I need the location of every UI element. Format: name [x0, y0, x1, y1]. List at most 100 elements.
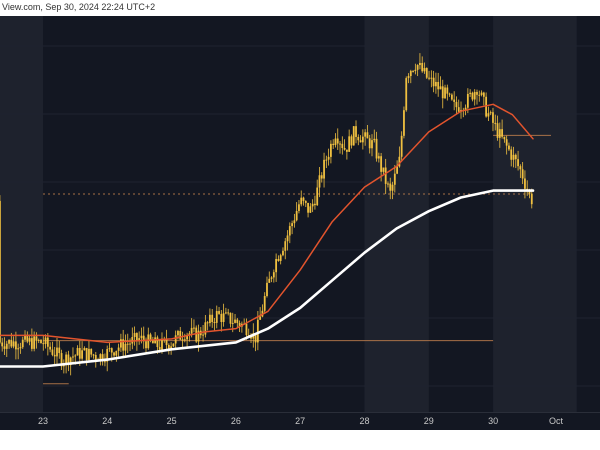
candle-body-170: [387, 183, 389, 185]
candle-body-123: [279, 255, 282, 261]
candle-body-127: [288, 226, 291, 236]
candle-body-45: [101, 354, 104, 362]
candle-body-148: [336, 138, 339, 144]
candle-body-120: [272, 272, 275, 278]
x-tick-label-29: 29: [423, 416, 434, 426]
candle-body-21: [46, 337, 49, 347]
candle-body-196: [446, 87, 449, 94]
candle-body-38: [85, 348, 88, 361]
candle-body-173: [393, 173, 396, 185]
candle-body-219: [498, 129, 501, 138]
candle-body-176: [400, 135, 403, 157]
x-tick-label-28: 28: [359, 416, 370, 426]
candle-body-157: [357, 136, 360, 141]
candle-body-137: [311, 203, 314, 207]
candle-body-163: [371, 140, 373, 149]
candle-body-20: [44, 337, 47, 344]
candle-body-230: [524, 178, 526, 189]
candle-body-139: [316, 187, 319, 206]
candle-body-1: [1, 342, 4, 347]
candle-body-31: [69, 357, 72, 366]
candle-body-193: [439, 86, 442, 90]
candle-body-223: [508, 145, 510, 150]
candle-body-224: [510, 149, 513, 160]
candle-body-26: [58, 347, 61, 354]
candle-body-152: [345, 149, 348, 152]
candle-body-51: [115, 350, 118, 356]
candle-body-151: [343, 148, 346, 150]
candle-body-100: [227, 312, 230, 314]
candle-body-71: [161, 338, 163, 350]
candle-body-195: [444, 87, 446, 99]
candle-body-187: [425, 68, 428, 78]
candle-body-116: [263, 296, 266, 311]
candle-body-215: [489, 112, 492, 114]
chart-canvas[interactable]: [0, 16, 600, 412]
candle-body-25: [56, 347, 58, 357]
candle-body-48: [108, 348, 111, 350]
candle-body-2: [3, 346, 6, 349]
candle-body-36: [81, 350, 83, 359]
candle-body-78: [177, 331, 179, 336]
candle-body-22: [49, 346, 52, 350]
candle-body-35: [78, 347, 81, 359]
candle-body-138: [314, 203, 316, 206]
candle-body-153: [348, 136, 351, 152]
candle-body-101: [229, 312, 232, 324]
candle-body-41: [92, 354, 95, 356]
candle-body-91: [206, 322, 209, 324]
candle-body-191: [435, 81, 437, 87]
candle-body-104: [236, 319, 239, 323]
candle-body-208: [473, 91, 476, 100]
candle-body-129: [293, 220, 296, 224]
candle-body-42: [94, 355, 97, 360]
candle-body-184: [419, 62, 421, 66]
candle-body-207: [471, 92, 474, 100]
candle-body-10: [21, 339, 24, 348]
candle-body-136: [309, 206, 312, 213]
candle-body-53: [119, 339, 122, 348]
candle-body-177: [403, 110, 405, 136]
candle-body-178: [405, 78, 408, 111]
candle-body-33: [74, 355, 77, 357]
candle-body-63: [142, 335, 145, 342]
time-axis[interactable]: 23 24 25 26 27 28 29 30 Oct: [0, 412, 600, 431]
candle-body-201: [457, 107, 460, 112]
candle-body-39: [88, 348, 90, 361]
candle-body-103: [234, 319, 236, 323]
candle-body-166: [377, 156, 380, 159]
x-tick-label-23: 23: [37, 416, 49, 426]
candle-body-32: [72, 356, 74, 358]
candle-body-27: [60, 353, 63, 367]
candle-body-135: [307, 202, 309, 213]
candle-body-82: [186, 335, 188, 340]
candle-body-220: [501, 129, 504, 137]
candle-body-210: [478, 94, 481, 96]
candle-body-55: [124, 343, 127, 351]
candle-body-145: [330, 143, 332, 157]
candle-body-198: [450, 94, 453, 100]
candle-body-188: [428, 77, 430, 79]
candle-body-99: [225, 312, 227, 314]
candle-body-108: [245, 323, 248, 336]
candle-body-119: [270, 277, 273, 279]
candle-body-199: [453, 99, 456, 102]
x-tick-label-27: 27: [295, 416, 306, 426]
candle-body-7: [14, 341, 17, 350]
candle-body-159: [361, 136, 364, 143]
candle-body-200: [455, 101, 458, 108]
price-chart[interactable]: [0, 16, 600, 412]
candle-body-227: [517, 159, 519, 167]
candle-body-186: [423, 68, 426, 72]
candle-body-24: [53, 354, 56, 357]
candle-body-125: [284, 241, 287, 251]
candle-body-105: [238, 322, 241, 327]
bottom-strip: [0, 430, 600, 450]
candle-body-212: [482, 92, 485, 97]
candle-body-37: [83, 348, 86, 351]
candle-body-144: [327, 156, 330, 160]
candle-body-64: [145, 341, 147, 349]
candle-body-169: [384, 167, 387, 184]
candle-body-94: [213, 322, 216, 324]
candle-body-95: [215, 311, 218, 323]
